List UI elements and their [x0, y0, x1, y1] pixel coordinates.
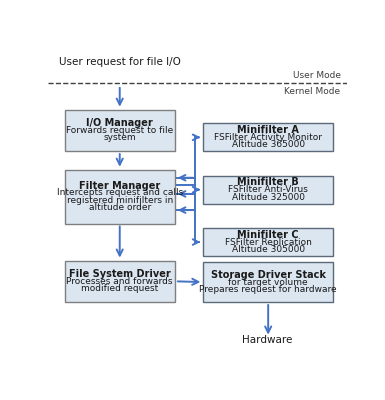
- FancyBboxPatch shape: [203, 176, 333, 204]
- Text: Hardware: Hardware: [242, 335, 293, 345]
- Text: modified request: modified request: [81, 284, 158, 293]
- Text: Prepares request for hardware: Prepares request for hardware: [199, 285, 337, 294]
- Text: Storage Driver Stack: Storage Driver Stack: [211, 270, 326, 280]
- FancyBboxPatch shape: [203, 262, 333, 302]
- Text: Filter Manager: Filter Manager: [79, 180, 161, 190]
- Text: Minifilter B: Minifilter B: [237, 177, 299, 187]
- Text: Processes and forwards: Processes and forwards: [67, 277, 173, 286]
- FancyBboxPatch shape: [65, 170, 175, 224]
- Text: Kernel Mode: Kernel Mode: [285, 87, 340, 96]
- FancyBboxPatch shape: [203, 124, 333, 151]
- Text: I/O Manager: I/O Manager: [86, 118, 153, 128]
- FancyBboxPatch shape: [65, 110, 175, 151]
- Text: Forwards request to file: Forwards request to file: [66, 126, 173, 135]
- Text: Minifilter C: Minifilter C: [238, 230, 299, 240]
- Text: FSFilter Activity Monitor: FSFilter Activity Monitor: [214, 133, 322, 142]
- Text: system: system: [104, 133, 136, 142]
- Text: FSFilter Replication: FSFilter Replication: [225, 238, 311, 246]
- Text: User Mode: User Mode: [293, 71, 340, 80]
- Text: Altitude 365000: Altitude 365000: [232, 140, 305, 149]
- Text: Altitude 325000: Altitude 325000: [232, 192, 305, 202]
- Text: User request for file I/O: User request for file I/O: [59, 57, 181, 67]
- Text: File System Driver: File System Driver: [69, 269, 171, 279]
- Text: Minifilter A: Minifilter A: [237, 125, 299, 135]
- FancyBboxPatch shape: [203, 228, 333, 256]
- FancyBboxPatch shape: [65, 260, 175, 302]
- Text: registered minifilters in: registered minifilters in: [67, 196, 173, 205]
- Text: FSFilter Anti-Virus: FSFilter Anti-Virus: [228, 185, 308, 194]
- Text: Altitude 305000: Altitude 305000: [232, 245, 305, 254]
- Text: Intercepts request and calls: Intercepts request and calls: [57, 188, 183, 198]
- Text: for target volume: for target volume: [228, 278, 308, 286]
- Text: altitude order: altitude order: [89, 203, 151, 212]
